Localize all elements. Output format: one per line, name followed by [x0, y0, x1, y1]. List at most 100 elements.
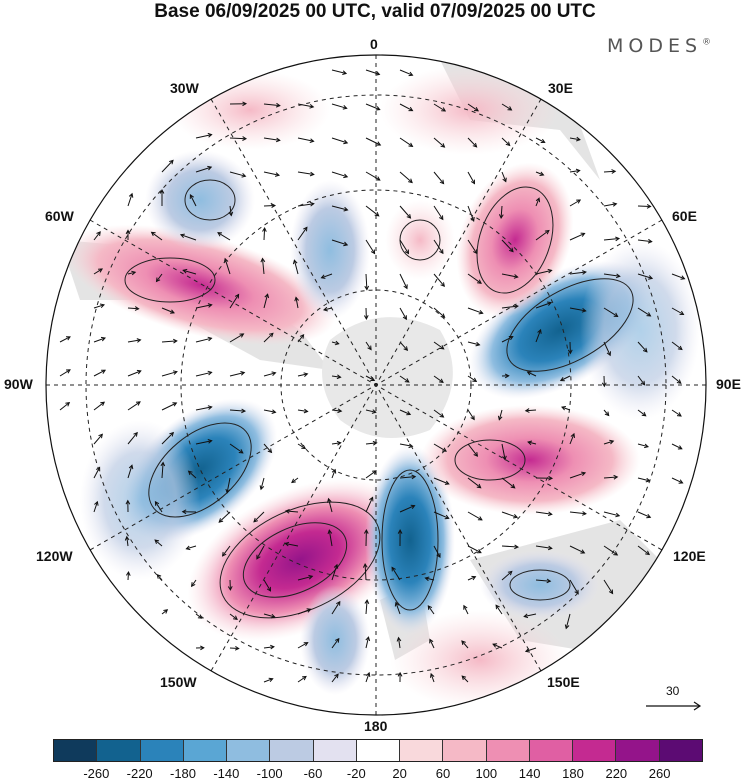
colorbar-swatch [573, 740, 617, 761]
wind-arrow [331, 638, 340, 649]
wind-arrow [154, 501, 163, 513]
wind-arrow [365, 239, 376, 254]
anomaly-negative [300, 585, 370, 695]
colorbar-tick-label: -140 [213, 766, 240, 781]
wind-arrow-head [306, 608, 312, 613]
wind-arrow [492, 643, 503, 649]
wind-arrow [535, 511, 552, 515]
wind-arrow [399, 239, 409, 254]
wind-arrow [263, 443, 272, 453]
wind-arrow [637, 239, 652, 243]
colorbar-tick-label: -20 [346, 766, 366, 781]
wind-arrow-head [567, 349, 573, 355]
wind-arrow-head [641, 411, 647, 417]
wind-arrow-head [507, 570, 513, 576]
wind-arrow-head [440, 282, 445, 287]
wind-arrow [229, 137, 247, 140]
wind-arrow-head [234, 293, 240, 299]
wind-arrow [501, 305, 518, 309]
wind-arrow-head [362, 562, 368, 568]
wind-arrow [569, 232, 585, 241]
wind-arrow [467, 477, 482, 489]
wind-arrow [467, 375, 477, 382]
wind-arrow [603, 341, 611, 356]
wind-arrow-head [270, 613, 276, 619]
wind-arrow-head [125, 570, 131, 576]
wind-arrow-head [327, 497, 332, 503]
wind-arrow-head [179, 233, 185, 239]
wind-arrow-head [403, 346, 409, 351]
wind-arrow-head [478, 309, 484, 315]
wind-arrow [323, 307, 333, 311]
wind-arrow [189, 194, 197, 207]
wind-arrow [263, 678, 273, 683]
wind-arrow-head [336, 374, 342, 380]
anomaly-positive [420, 405, 640, 515]
wind-arrow-head [96, 466, 101, 472]
wind-arrow-head [576, 199, 582, 204]
wind-arrow [365, 375, 375, 381]
wind-arrow-head [648, 275, 654, 280]
wind-arrow [399, 273, 408, 289]
wind-arrow [467, 171, 475, 184]
wind-arrow-head [601, 382, 607, 388]
wind-arrow [524, 613, 537, 617]
anomaly-positive [390, 610, 570, 710]
wind-arrow [395, 602, 401, 615]
wind-arrow-head [615, 512, 621, 518]
wind-arrow [467, 273, 482, 284]
lon-label-30e: 30E [548, 80, 573, 96]
wind-arrow [365, 273, 368, 290]
wind-arrow-head [225, 488, 230, 494]
wind-arrow [331, 564, 338, 581]
wind-arrow [263, 332, 274, 343]
wind-arrow [285, 543, 299, 547]
wind-arrow [331, 103, 347, 109]
wind-arrow [365, 103, 380, 111]
wind-arrow [433, 273, 445, 287]
wind-arrow [433, 307, 445, 318]
wind-arrow-head [439, 249, 444, 255]
wind-arrow [229, 613, 238, 620]
wind-arrow [93, 268, 103, 275]
lon-label-90w: 90W [4, 376, 33, 392]
wind-arrow [467, 545, 482, 554]
wind-arrow [365, 137, 381, 146]
wind-arrow-head [375, 176, 381, 181]
wind-arrow [399, 103, 413, 112]
wind-arrow-head [645, 550, 651, 556]
wind-arrow [263, 228, 266, 241]
wind-arrow [637, 307, 651, 317]
wind-arrow-head [613, 312, 619, 317]
wind-arrow-head [608, 589, 614, 595]
wind-arrow-head [100, 401, 106, 407]
wind-arrow-head [309, 201, 315, 207]
wind-arrow-head [284, 541, 290, 547]
wind-arrow-head [581, 308, 587, 313]
wind-arrow-head [301, 444, 307, 450]
wind-arrow-head [292, 259, 298, 265]
wind-arrow-head [513, 514, 519, 519]
wind-arrow-head [547, 545, 553, 551]
wind-arrow-head [262, 227, 267, 232]
wind-arrow [433, 171, 444, 184]
wind-arrow [467, 409, 475, 420]
wind-arrow [331, 469, 336, 479]
wind-arrow-head [439, 179, 445, 185]
wind-arrow-head [513, 274, 519, 279]
anomaly-positive [64, 224, 336, 346]
wind-arrow-head [473, 249, 478, 255]
wind-arrow [569, 307, 586, 312]
wind-arrow [501, 545, 519, 548]
wind-arrow-head [363, 528, 369, 534]
wind-arrow [127, 432, 138, 445]
wind-arrow [285, 510, 299, 513]
wind-arrow-head [159, 188, 165, 194]
wind-arrow-head [172, 370, 178, 375]
wind-arrow [161, 371, 178, 377]
wind-arrow-head [439, 413, 445, 418]
wind-arrow-head [268, 332, 274, 338]
wind-arrow-head [169, 431, 175, 437]
colorbar-tick-label: -220 [126, 766, 153, 781]
